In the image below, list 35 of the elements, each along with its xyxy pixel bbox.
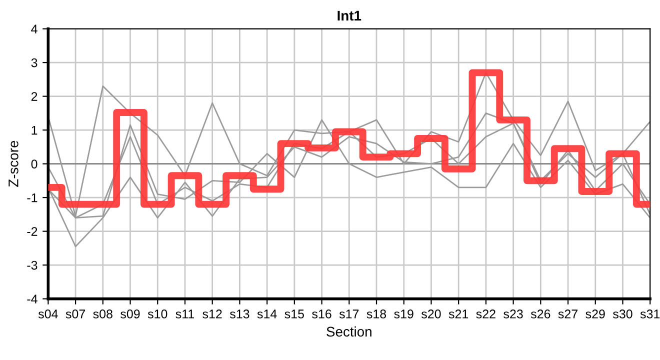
x-tick-label: s04: [38, 310, 58, 318]
x-tick-label: s10: [148, 310, 168, 318]
y-tick-label: -4: [27, 294, 38, 304]
x-tick-label: s22: [476, 310, 496, 318]
y-tick-label: 0: [31, 160, 38, 168]
y-tick-label: 3: [31, 58, 38, 68]
y-tick-label: -3: [27, 260, 38, 270]
x-tick-label: s09: [120, 310, 140, 318]
x-tick-label: s13: [230, 310, 250, 318]
y-tick-label: 4: [31, 24, 38, 34]
x-tick-label: s21: [448, 310, 468, 318]
x-tick-label: s16: [312, 310, 332, 318]
x-tick-label: s12: [202, 310, 222, 318]
y-tick-label: -1: [27, 193, 38, 202]
x-tick-label: s20: [421, 310, 441, 318]
x-tick-label: s30: [613, 310, 632, 318]
x-tick-label: s18: [366, 310, 386, 318]
x-tick-label: s07: [66, 310, 85, 318]
x-tick-label: s14: [257, 310, 277, 318]
x-tick-label: s19: [394, 310, 414, 318]
x-tick-label: s11: [176, 310, 194, 318]
x-tick-label: s15: [284, 310, 304, 318]
x-tick-label: s29: [586, 310, 605, 318]
x-tick-label: s08: [93, 310, 112, 318]
x-tick-label: s31: [640, 310, 660, 318]
y-axis-title: Z-score: [8, 140, 18, 187]
x-tick-label: s26: [530, 310, 550, 318]
y-tick-label: 2: [31, 92, 38, 101]
y-tick-label: 1: [32, 126, 38, 135]
x-tick-label: s17: [339, 310, 359, 318]
x-tick-label: s23: [504, 310, 523, 318]
x-axis-title: Section: [326, 326, 372, 337]
x-tick-label: s27: [558, 310, 578, 318]
chart-title: Int1: [338, 10, 362, 21]
y-tick-label: -2: [27, 227, 38, 236]
